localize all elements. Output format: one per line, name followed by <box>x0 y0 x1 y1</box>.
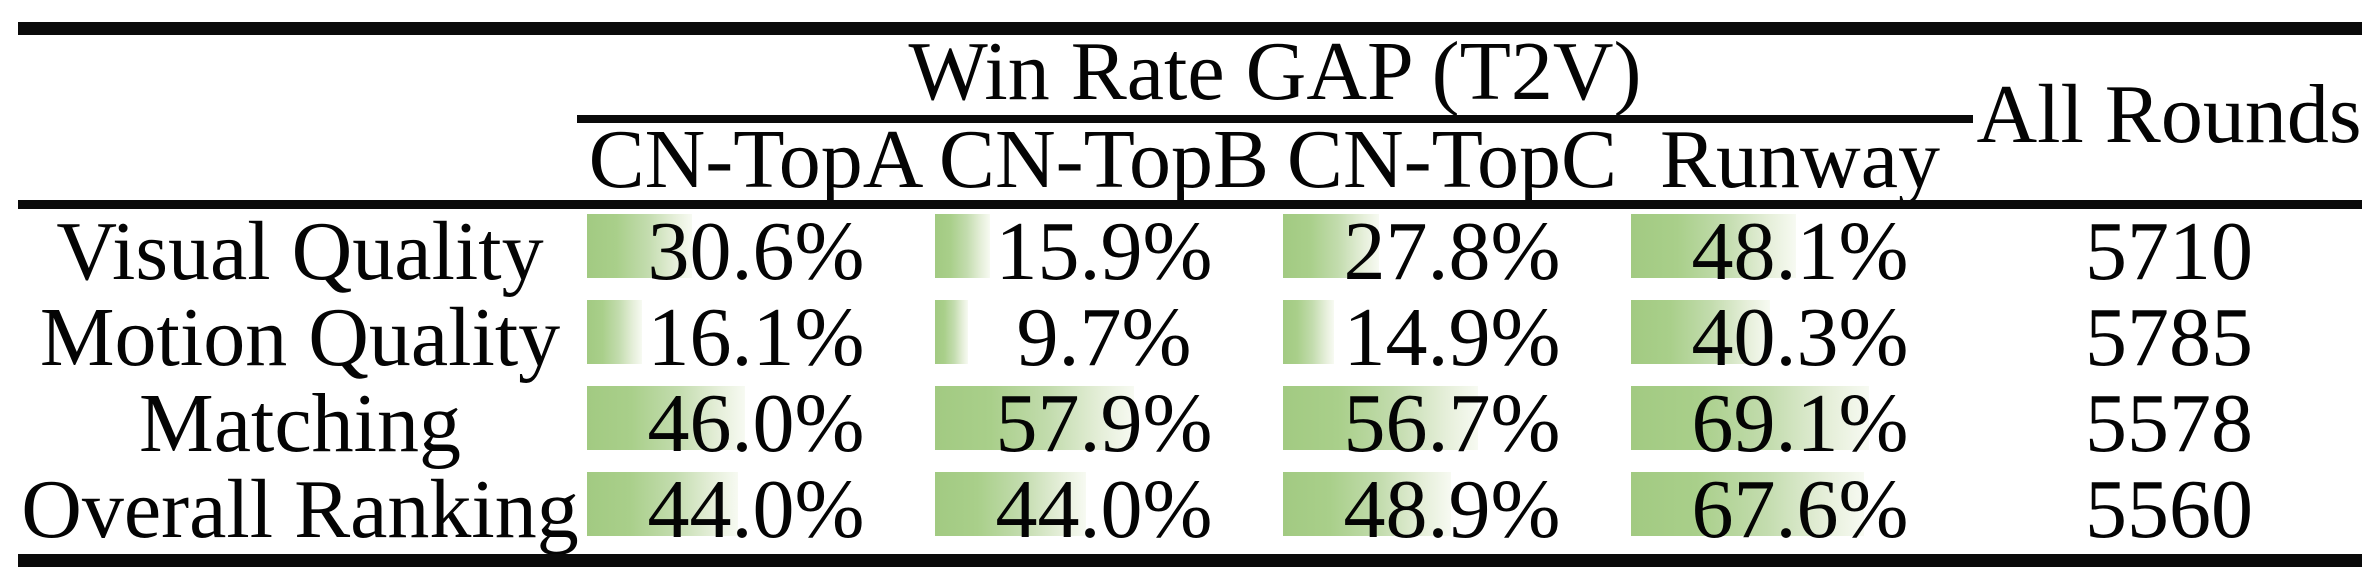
win-rate-value: 16.1% <box>647 291 865 384</box>
win-rate-value: 14.9% <box>1343 291 1561 384</box>
win-rate-cell: 16.1% <box>582 295 930 381</box>
win-rate-cell: 46.0% <box>582 381 930 467</box>
win-rate-value: 15.9% <box>995 205 1213 298</box>
table-bottom-rule <box>18 554 2362 567</box>
win-rate-cell: 48.9% <box>1278 467 1626 553</box>
win-rate-value: 40.3% <box>1691 291 1909 384</box>
win-rate-cell: 40.3% <box>1626 295 1974 381</box>
group-header-underline-rule <box>577 115 1973 123</box>
win-rate-cell: 30.6% <box>582 209 930 295</box>
win-rate-value: 27.8% <box>1343 205 1561 298</box>
group-header-win-rate-gap: Win Rate GAP (T2V) <box>908 25 1642 118</box>
win-rate-cell: 27.8% <box>1278 209 1626 295</box>
table-top-rule <box>18 22 2362 35</box>
data-bar <box>935 386 1134 450</box>
all-rounds-value: 5785 <box>2085 291 2253 384</box>
win-rate-cell: 14.9% <box>1278 295 1626 381</box>
win-rate-cell: 44.0% <box>930 467 1278 553</box>
win-rate-cell: 44.0% <box>582 467 930 553</box>
row-label: Visual Quality <box>56 205 544 298</box>
data-bar <box>935 472 1086 536</box>
win-rate-cell: 56.7% <box>1278 381 1626 467</box>
data-bar <box>587 300 642 364</box>
data-bar <box>1631 300 1770 364</box>
win-rate-cell: 9.7% <box>930 295 1278 381</box>
data-bar <box>1283 214 1379 278</box>
header-body-divider-rule <box>18 200 2362 209</box>
win-rate-cell: 69.1% <box>1626 381 1974 467</box>
row-label: Overall Ranking <box>21 463 579 556</box>
win-rate-value: 44.0% <box>995 463 1213 556</box>
win-rate-value: 44.0% <box>647 463 865 556</box>
row-label: Matching <box>139 377 461 470</box>
data-bar <box>935 300 968 364</box>
column-header-all-rounds: All Rounds <box>1976 68 2362 161</box>
data-bar <box>1631 472 1864 536</box>
data-bar <box>1283 386 1478 450</box>
all-rounds-value: 5560 <box>2085 463 2253 556</box>
table-row: Motion Quality 16.1% 9.7% 14.9% 40.3% 5785 <box>0 295 2376 381</box>
data-bar <box>587 472 738 536</box>
win-rate-value: 67.6% <box>1691 463 1909 556</box>
table-row: Visual Quality 30.6% 15.9% 27.8% 48.1% 5710 <box>0 209 2376 295</box>
column-header-cn-topa: CN-TopA <box>588 113 924 206</box>
data-bar <box>1631 214 1796 278</box>
table-row: Matching 46.0% 57.9% 56.7% 69.1% 5578 <box>0 381 2376 467</box>
row-label: Motion Quality <box>39 291 561 384</box>
all-rounds-value: 5578 <box>2085 377 2253 470</box>
data-bar <box>587 214 692 278</box>
win-rate-value: 48.1% <box>1691 205 1909 298</box>
win-rate-cell: 57.9% <box>930 381 1278 467</box>
win-rate-value: 46.0% <box>647 377 865 470</box>
win-rate-cell: 67.6% <box>1626 467 1974 553</box>
column-header-runway: Runway <box>1660 113 1940 206</box>
all-rounds-value: 5710 <box>2085 205 2253 298</box>
data-bar <box>587 386 745 450</box>
win-rate-cell: 15.9% <box>930 209 1278 295</box>
win-rate-value: 56.7% <box>1343 377 1561 470</box>
column-header-cn-topc: CN-TopC <box>1286 113 1618 206</box>
column-header-cn-topb: CN-TopB <box>938 113 1270 206</box>
win-rate-value: 57.9% <box>995 377 1213 470</box>
data-bar <box>1283 300 1334 364</box>
win-rate-cell: 48.1% <box>1626 209 1974 295</box>
data-bar <box>1283 472 1451 536</box>
win-rate-value: 69.1% <box>1691 377 1909 470</box>
win-rate-value: 30.6% <box>647 205 865 298</box>
win-rate-value: 48.9% <box>1343 463 1561 556</box>
table-row: Overall Ranking 44.0% 44.0% 48.9% 67.6% 5560 <box>0 467 2376 553</box>
win-rate-value: 9.7% <box>1016 291 1192 384</box>
data-bar <box>935 214 990 278</box>
data-bar <box>1631 386 1869 450</box>
